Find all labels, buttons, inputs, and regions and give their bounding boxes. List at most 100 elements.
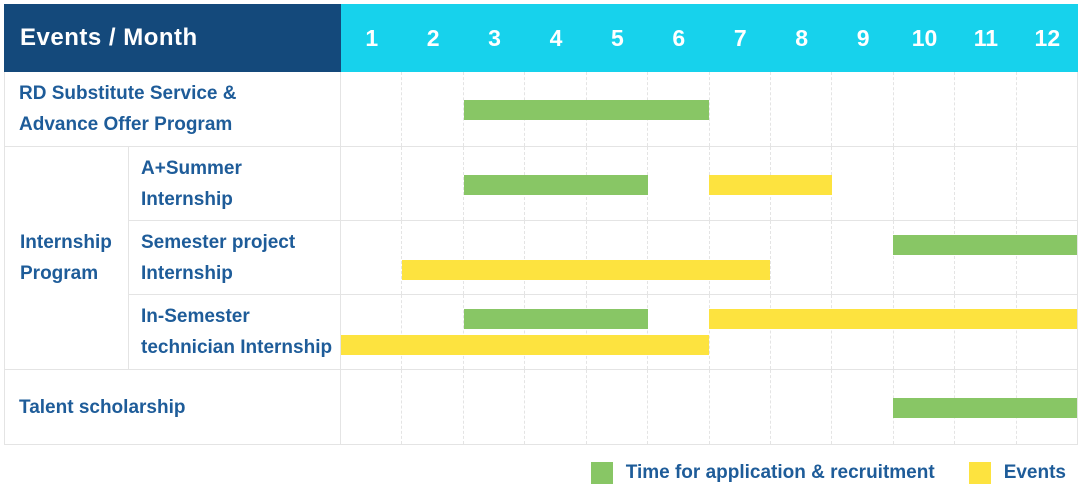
month-cell [525, 370, 587, 444]
month-cell [341, 370, 403, 444]
month-label-10: 10 [911, 24, 938, 51]
month-label-1: 1 [365, 24, 379, 51]
event-bar [709, 174, 832, 195]
row-label-line: Advance Offer Program [19, 114, 233, 135]
table-row: RD Substitute Service & Advance Offer Pro… [5, 72, 1077, 146]
legend-events-swatch [968, 462, 991, 484]
month-cell [402, 221, 464, 294]
month-label-9: 9 [856, 24, 870, 51]
month-cell [832, 221, 894, 294]
month-cell [832, 370, 894, 444]
month-cell [894, 221, 956, 294]
month-cell [464, 295, 526, 369]
application-bar [463, 174, 648, 195]
month-cell [832, 295, 894, 369]
row-label-line: RD Substitute Service & [19, 83, 237, 104]
month-cell [710, 370, 771, 444]
month-cell [955, 72, 1017, 146]
row-label-line: A+Summer [141, 157, 242, 179]
month-cell [341, 295, 403, 369]
table-body: RD Substitute Service & Advance Offer Pro… [4, 72, 1078, 445]
event-bar [402, 259, 771, 280]
month-cell [771, 147, 833, 220]
row-timeline [341, 72, 1077, 146]
month-label-12: 12 [1034, 24, 1061, 51]
row-group: Talent scholarship [5, 370, 1077, 445]
row-group-label: Internship Program [5, 147, 129, 369]
legend: Time for application & recruitment Event… [590, 462, 1066, 484]
legend-application-label: Time for application & recruitment [625, 462, 935, 483]
event-bar [709, 309, 1077, 330]
table-row: Semester project Internship [129, 221, 1077, 295]
table-row: Talent scholarship [5, 370, 1077, 444]
row-label: A+Summer Internship [129, 147, 341, 220]
month-cell [955, 295, 1017, 369]
table-row: A+Summer Internship [129, 147, 1077, 221]
month-cell [525, 295, 587, 369]
month-gridlines [341, 295, 1077, 369]
row-group: RD Substitute Service & Advance Offer Pro… [5, 72, 1077, 147]
application-bar [463, 309, 648, 330]
month-cell [464, 370, 526, 444]
table-header-row: Events / Month 1 2 3 4 5 6 7 8 9 10 11 12 [4, 4, 1078, 72]
month-cell [771, 221, 833, 294]
month-cell [402, 72, 464, 146]
month-cell [341, 72, 403, 146]
month-gridlines [341, 221, 1077, 294]
month-cell [710, 72, 771, 146]
month-cell [341, 147, 403, 220]
event-bar [341, 334, 709, 355]
month-cell [648, 295, 710, 369]
legend-application-swatch [590, 462, 613, 484]
month-cell [1017, 147, 1077, 220]
month-cell [1017, 221, 1077, 294]
month-cell [648, 147, 710, 220]
row-label-line: Semester project [141, 231, 296, 253]
month-cell [525, 221, 587, 294]
month-cell [832, 147, 894, 220]
month-label-7: 7 [733, 24, 747, 51]
month-cell [402, 295, 464, 369]
month-cell [894, 295, 956, 369]
month-cell [710, 221, 771, 294]
month-label-8: 8 [795, 24, 809, 51]
row-group-label-line: Internship [20, 232, 112, 253]
month-cell [648, 72, 710, 146]
row-label-line: In-Semester [141, 306, 250, 327]
month-cell [955, 147, 1017, 220]
legend-events-label: Events [1003, 462, 1066, 483]
month-cell [341, 221, 403, 294]
month-cell [771, 370, 833, 444]
month-label-3: 3 [488, 24, 501, 51]
application-bar [893, 235, 1077, 256]
row-label-line: technician Internship [141, 337, 333, 358]
row-label: Semester project Internship [129, 221, 341, 294]
row-label-line: Internship [141, 262, 233, 284]
month-cell [894, 72, 956, 146]
row-label: In-Semester technician Internship [129, 295, 341, 369]
row-group-label-line: Program [20, 263, 99, 284]
row-timeline [341, 147, 1077, 220]
row-label: RD Substitute Service & Advance Offer Pro… [5, 72, 341, 146]
month-cell [648, 370, 710, 444]
month-cell [894, 147, 956, 220]
row-timeline [341, 221, 1077, 294]
application-bar [463, 100, 709, 120]
row-timeline [341, 295, 1077, 369]
row-group: Internship Program A+Summer Internship Semes… [5, 147, 1077, 370]
month-gridlines [341, 72, 1077, 146]
month-cell [648, 221, 710, 294]
row-timeline [341, 370, 1077, 444]
month-header: 1 2 3 4 5 6 7 8 9 10 11 12 [341, 4, 1078, 72]
month-cell [402, 147, 464, 220]
row-label: Talent scholarship [5, 370, 341, 444]
gantt-table: Events / Month 1 2 3 4 5 6 7 8 9 10 11 12 RD Substi… [4, 4, 1078, 445]
month-label-6: 6 [672, 24, 686, 51]
row-label-line: Internship [141, 188, 233, 210]
month-cell [1017, 295, 1077, 369]
month-label-11: 11 [973, 24, 999, 51]
month-label-4: 4 [549, 24, 563, 51]
month-cell [402, 370, 464, 444]
month-cell [771, 295, 833, 369]
month-cell [771, 72, 833, 146]
